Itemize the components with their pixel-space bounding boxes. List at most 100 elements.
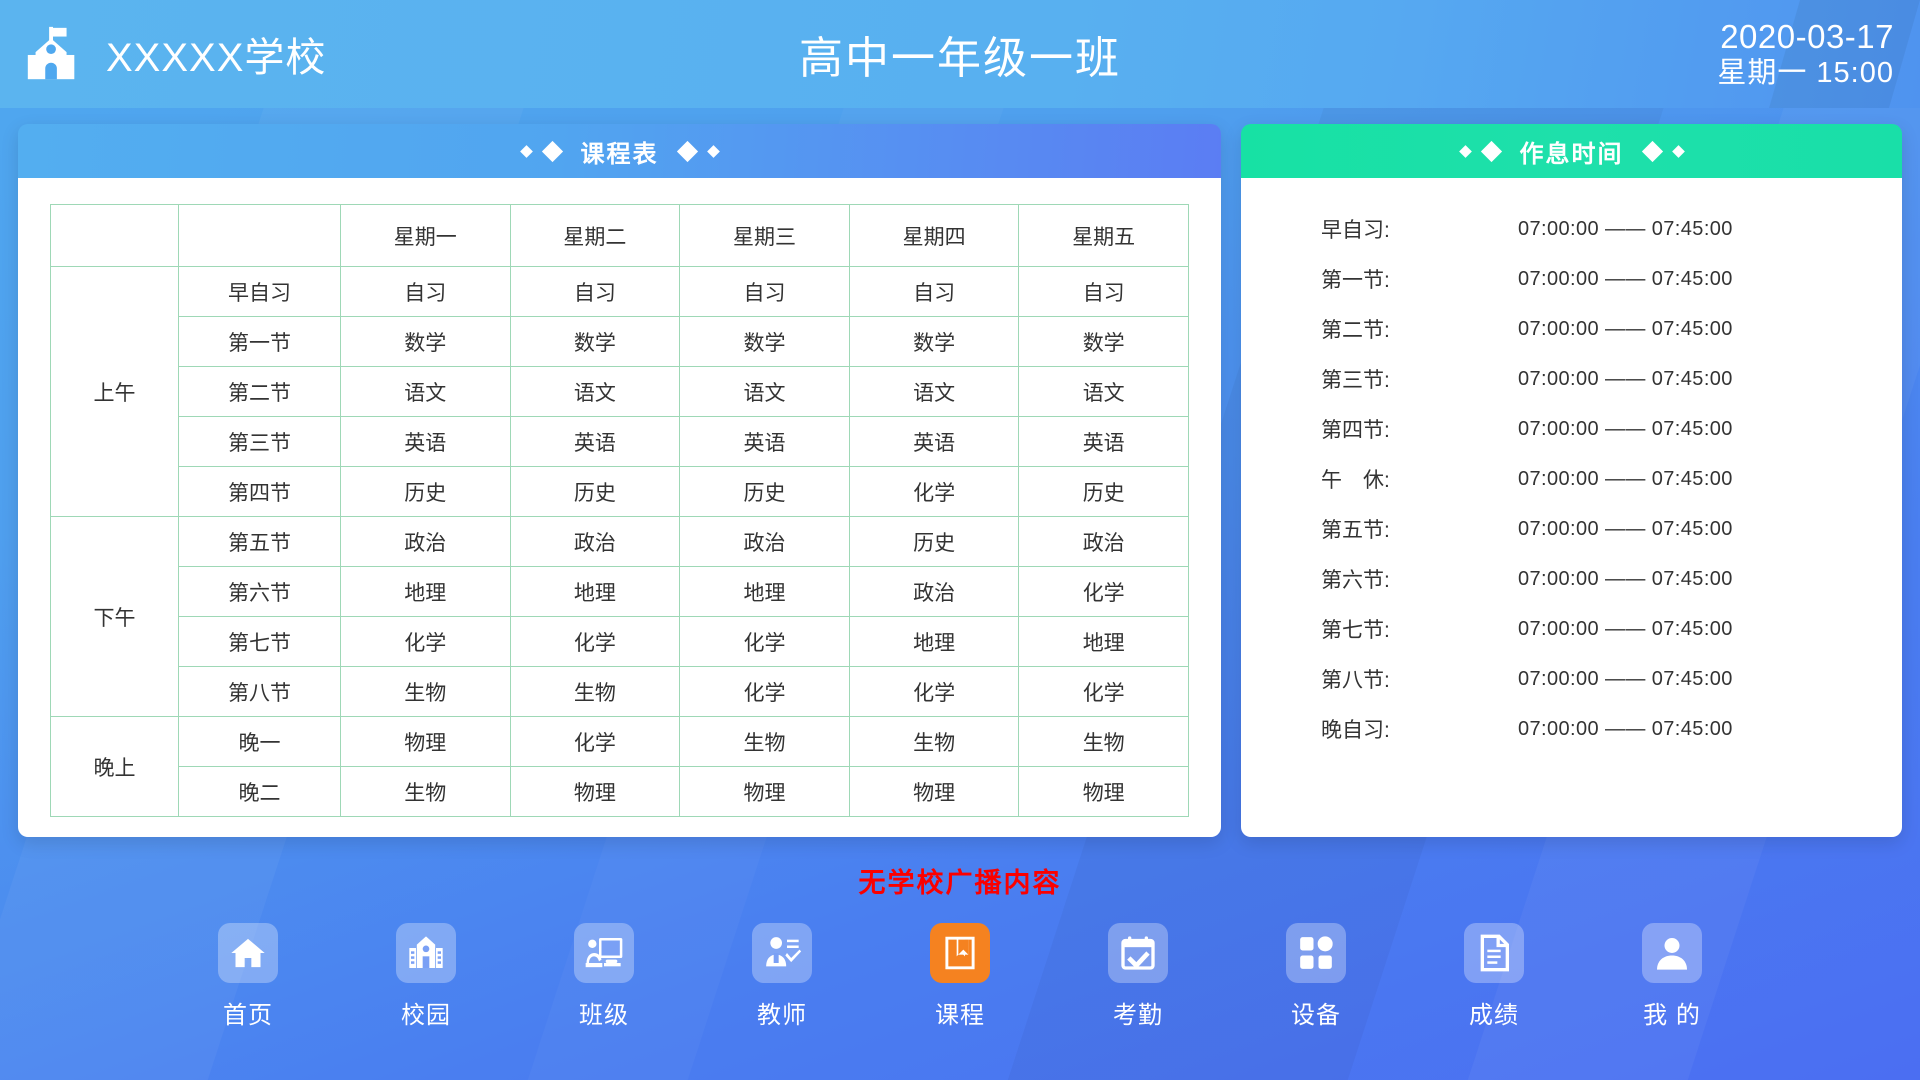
table-row: 第二节 语文 语文 语文 语文 语文 <box>51 366 1189 417</box>
timetable-cell: 英语 <box>848 416 1020 467</box>
list-item: 第三节: 07:00:00 —— 07:45:00 <box>1241 354 1902 404</box>
devices-grid-icon[interactable] <box>1286 923 1346 983</box>
timetable-cell: 政治 <box>848 566 1020 617</box>
timetable-cell: 历史 <box>509 466 681 517</box>
timetable-cell: 生物 <box>1018 716 1189 767</box>
timetable-section-label: 晚上 <box>50 716 179 817</box>
timetable-cell: 地理 <box>1018 616 1189 667</box>
timetable-period-label: 第七节 <box>178 616 341 667</box>
list-item: 第七节: 07:00:00 —— 07:45:00 <box>1241 604 1902 654</box>
diamond-small-icon <box>1671 144 1685 158</box>
teacher-profile-icon[interactable] <box>752 923 812 983</box>
timetable-cell: 语文 <box>679 366 850 417</box>
rest-period-time: 07:00:00 —— 07:45:00 <box>1518 567 1733 590</box>
timetable: 星期一 星期二 星期三 星期四 星期五 上午 早自习 自习 自习 自习 自习 自习 第一节 数学… <box>50 204 1189 817</box>
school-name: XXXXX学校 <box>106 36 327 80</box>
rest-period-name: 第五节: <box>1321 519 1390 542</box>
nav-item-document[interactable]: 成绩 <box>1434 923 1554 1030</box>
table-row: 上午 早自习 自习 自习 自习 自习 自习 <box>50 266 1189 517</box>
nav-item-classroom-teacher[interactable]: 班级 <box>544 923 664 1030</box>
nav-item-campus-building[interactable]: 校园 <box>366 923 486 1030</box>
school-building-icon <box>22 23 84 85</box>
timetable-period-label: 第一节 <box>178 316 341 367</box>
timetable-col-period <box>178 204 341 267</box>
timetable-period-label: 第五节 <box>178 516 341 567</box>
rest-period-time: 07:00:00 —— 07:45:00 <box>1518 517 1733 540</box>
nav-item-devices-grid[interactable]: 设备 <box>1256 923 1376 1030</box>
home-icon[interactable] <box>218 923 278 983</box>
list-item: 第二节: 07:00:00 —— 07:45:00 <box>1241 304 1902 354</box>
timetable-period-label: 晚二 <box>178 766 341 817</box>
current-weekday-time: 星期一 15:00 <box>1717 56 1894 89</box>
timetable-cell: 生物 <box>340 766 511 817</box>
timetable-head: 星期一 星期二 星期三 星期四 星期五 <box>50 204 1189 267</box>
rest-schedule-list: 早自习: 07:00:00 —— 07:45:00 第一节: 07:00:00 —— … <box>1241 196 1902 754</box>
timetable-cell: 数学 <box>1018 316 1189 367</box>
list-item: 第一节: 07:00:00 —— 07:45:00 <box>1241 254 1902 304</box>
nav-item-calendar-check[interactable]: 考勤 <box>1078 923 1198 1030</box>
timetable-panel: 课程表 星期一 星期二 星期三 星期四 星期五 <box>18 124 1221 837</box>
nav-item-label: 我 的 <box>1643 1002 1701 1029</box>
nav-item-teacher-profile[interactable]: 教师 <box>722 923 842 1030</box>
timetable-cell: 物理 <box>509 766 681 817</box>
calendar-check-icon[interactable] <box>1108 923 1168 983</box>
timetable-period-label: 第六节 <box>178 566 341 617</box>
timetable-cell: 语文 <box>1018 366 1189 417</box>
rest-period-time: 07:00:00 —— 07:45:00 <box>1518 267 1733 290</box>
table-row: 第三节 英语 英语 英语 英语 英语 <box>51 416 1189 467</box>
timetable-cell: 化学 <box>509 616 681 667</box>
timetable-cell: 英语 <box>1018 416 1189 467</box>
diamond-small-icon <box>706 144 720 158</box>
timetable-cell: 数学 <box>679 316 850 367</box>
timetable-period-label: 第八节 <box>178 666 341 717</box>
nav-item-label: 课程 <box>935 1002 985 1029</box>
rest-period-name: 第七节: <box>1321 619 1390 642</box>
timetable-header-row: 星期一 星期二 星期三 星期四 星期五 <box>50 204 1189 267</box>
timetable-cell: 地理 <box>679 566 850 617</box>
brand: XXXXX学校 <box>0 23 326 85</box>
timetable-cell: 语文 <box>340 366 511 417</box>
app-header: XXXXX学校 高中一年级一班 2020-03-17 星期一 15:00 <box>0 0 1920 108</box>
campus-building-icon[interactable] <box>396 923 456 983</box>
timetable-body: 上午 早自习 自习 自习 自习 自习 自习 第一节 数学 数学 数学 数学 数学 第二节 语文 语文 语文 语文语… <box>50 266 1189 817</box>
timetable-cell: 生物 <box>340 666 511 717</box>
timetable-cell: 地理 <box>340 566 511 617</box>
timetable-cell: 自习 <box>340 266 511 317</box>
diamond-large-icon <box>1641 140 1663 162</box>
rest-period-time: 07:00:00 —— 07:45:00 <box>1518 317 1733 340</box>
nav-item-home[interactable]: 首页 <box>188 923 308 1030</box>
timetable-cell: 政治 <box>679 516 850 567</box>
timetable-col-section <box>50 204 179 267</box>
timetable-cell: 生物 <box>679 716 850 767</box>
classroom-teacher-icon[interactable] <box>574 923 634 983</box>
timetable-cell: 化学 <box>679 616 850 667</box>
table-row: 第一节 数学 数学 数学 数学 数学 <box>51 316 1189 367</box>
diamond-large-icon <box>541 140 563 162</box>
nav-item-user[interactable]: 我 的 <box>1612 923 1732 1030</box>
user-icon[interactable] <box>1642 923 1702 983</box>
nav-item-label: 设备 <box>1291 1002 1341 1029</box>
nav-item-book[interactable]: 课程 <box>900 923 1020 1030</box>
main-content: 课程表 星期一 星期二 星期三 星期四 星期五 <box>0 108 1920 837</box>
nav-item-label: 校园 <box>401 1002 451 1029</box>
timetable-cell: 化学 <box>848 466 1020 517</box>
book-icon[interactable] <box>930 923 990 983</box>
broadcast-message: 无学校广播内容 <box>858 867 1062 898</box>
rest-schedule-panel: 作息时间 早自习: 07:00:00 —— 07:45:00 第一节: 07:00:0… <box>1241 124 1902 837</box>
diamond-small-icon <box>1458 144 1472 158</box>
nav-item-label: 首页 <box>223 1002 273 1029</box>
list-item: 午 休: 07:00:00 —— 07:45:00 <box>1241 454 1902 504</box>
rest-schedule-panel-body: 早自习: 07:00:00 —— 07:45:00 第一节: 07:00:00 —— … <box>1241 178 1902 837</box>
timetable-cell: 地理 <box>509 566 681 617</box>
timetable-section-label: 上午 <box>50 266 179 517</box>
nav-item-label: 成绩 <box>1469 1002 1519 1029</box>
diamond-small-icon <box>519 144 533 158</box>
table-row: 晚二 生物 物理 物理 物理 物理 <box>51 766 1189 817</box>
list-item: 晚自习: 07:00:00 —— 07:45:00 <box>1241 704 1902 754</box>
document-icon[interactable] <box>1464 923 1524 983</box>
rest-period-name: 第一节: <box>1321 269 1390 292</box>
timetable-cell: 自习 <box>679 266 850 317</box>
rest-period-name: 早自习: <box>1321 219 1390 242</box>
rest-period-name: 第六节: <box>1321 569 1390 592</box>
rest-period-name: 第三节: <box>1321 369 1390 392</box>
